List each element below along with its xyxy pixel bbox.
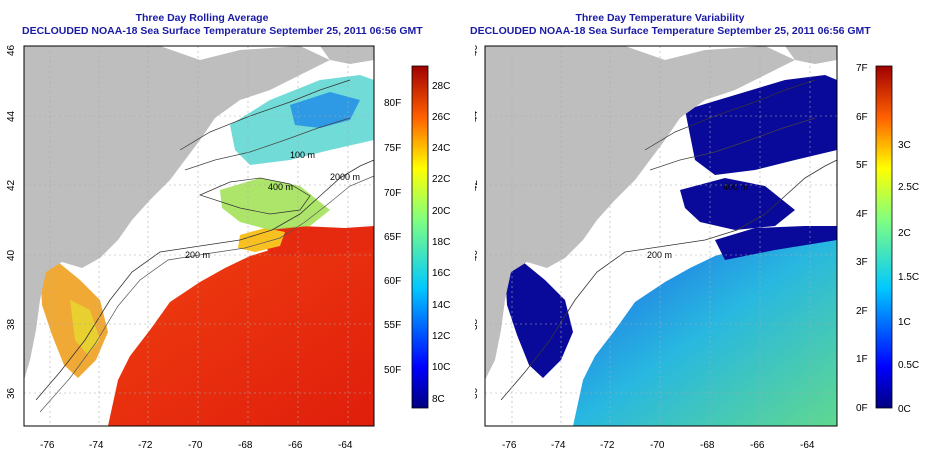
cb-left-c-0: 28C <box>432 81 450 92</box>
lon-tick-right-5: -66 <box>750 440 765 451</box>
cb-right-c-0: 3C <box>898 140 911 151</box>
lon-tick-right-3: -70 <box>650 440 665 451</box>
lon-tick-left-3: -70 <box>188 440 203 451</box>
right-title: Three Day Temperature Variability DECLOU… <box>470 12 871 38</box>
lat-tick-right-3: 42 <box>475 179 480 191</box>
cb-right-f-2: 5F <box>856 160 868 171</box>
cb-right-f-5: 2F <box>856 306 868 317</box>
lon-tick-left-2: -72 <box>138 440 153 451</box>
lat-tick-left-4: 44 <box>6 110 17 122</box>
lon-tick-left-6: -64 <box>338 440 353 451</box>
contour-label-200m-left: 200 m <box>185 250 210 260</box>
cb-right-c-5: 0.5C <box>898 360 919 371</box>
cb-right-f-6: 1F <box>856 354 868 365</box>
cb-left-c-10: 8C <box>432 394 445 405</box>
cb-right-c-4: 1C <box>898 317 911 328</box>
lat-tick-right-5: 46 <box>475 44 480 56</box>
left-map: 100 m 200 m 2000 m 400 m -76 -74 -72 -70… <box>6 44 450 451</box>
lat-tick-left-5: 46 <box>6 44 17 56</box>
cb-right-f-4: 3F <box>856 257 868 268</box>
lon-tick-left-0: -76 <box>40 440 55 451</box>
lat-tick-left-2: 40 <box>6 249 17 261</box>
sst-colorbar <box>411 65 429 409</box>
lon-tick-right-0: -76 <box>502 440 517 451</box>
cb-right-c-1: 2.5C <box>898 182 919 193</box>
contour-label-100m-left: 100 m <box>290 150 315 160</box>
cb-right-c-2: 2C <box>898 228 911 239</box>
cb-right-c-3: 1.5C <box>898 272 919 283</box>
contour-label-2000m-left: 2000 m <box>330 172 360 182</box>
lon-tick-right-1: -74 <box>551 440 566 451</box>
cb-right-f-1: 6F <box>856 112 868 123</box>
cb-left-c-6: 16C <box>432 268 450 279</box>
contour-label-400m-right: 400 m <box>723 182 748 192</box>
cb-left-c-5: 18C <box>432 237 450 248</box>
cb-left-c-8: 12C <box>432 331 450 342</box>
lat-tick-right-2: 40 <box>475 249 480 261</box>
cb-left-c-1: 26C <box>432 112 450 123</box>
contour-label-200m-right: 200 m <box>647 250 672 260</box>
lat-tick-right-4: 44 <box>475 110 480 122</box>
lat-tick-right-0: 36 <box>475 387 480 399</box>
right-title-line1: Three Day Temperature Variability <box>575 12 745 24</box>
cb-left-f-0: 80F <box>384 98 401 109</box>
cb-left-f-2: 70F <box>384 188 401 199</box>
cb-left-c-4: 20C <box>432 206 450 217</box>
cb-left-f-3: 65F <box>384 232 401 243</box>
contour-label-400m-left: 400 m <box>268 182 293 192</box>
left-title: Three Day Rolling Average DECLOUDED NOAA… <box>22 12 423 38</box>
lat-tick-left-3: 42 <box>6 179 17 191</box>
variability-colorbar <box>875 65 893 409</box>
lon-tick-left-4: -68 <box>238 440 253 451</box>
cb-right-c-6: 0C <box>898 404 911 415</box>
left-title-line1: Three Day Rolling Average <box>135 12 269 24</box>
cb-left-c-7: 14C <box>432 300 450 311</box>
lon-tick-left-1: -74 <box>89 440 104 451</box>
cb-right-f-7: 0F <box>856 403 868 414</box>
cb-left-f-1: 75F <box>384 143 401 154</box>
lon-tick-right-6: -64 <box>800 440 815 451</box>
lon-tick-left-5: -66 <box>288 440 303 451</box>
lat-tick-left-1: 38 <box>6 318 17 330</box>
right-map: 400 m 200 m -76 -74 -72 -70 -68 -66 -64 … <box>475 44 919 451</box>
lon-tick-right-4: -68 <box>700 440 715 451</box>
cb-left-f-6: 50F <box>384 365 401 376</box>
lat-tick-left-0: 36 <box>6 387 17 399</box>
cb-right-f-3: 4F <box>856 209 868 220</box>
cb-left-c-3: 22C <box>432 174 450 185</box>
cb-left-f-5: 55F <box>384 320 401 331</box>
lon-tick-right-2: -72 <box>600 440 615 451</box>
cb-right-f-0: 7F <box>856 63 868 74</box>
right-title-line2: DECLOUDED NOAA-18 Sea Surface Temperatur… <box>470 25 871 37</box>
left-title-line2: DECLOUDED NOAA-18 Sea Surface Temperatur… <box>22 25 423 37</box>
cb-left-c-9: 10C <box>432 362 450 373</box>
lat-tick-right-1: 38 <box>475 318 480 330</box>
cb-left-c-2: 24C <box>432 143 450 154</box>
cb-left-f-4: 60F <box>384 276 401 287</box>
